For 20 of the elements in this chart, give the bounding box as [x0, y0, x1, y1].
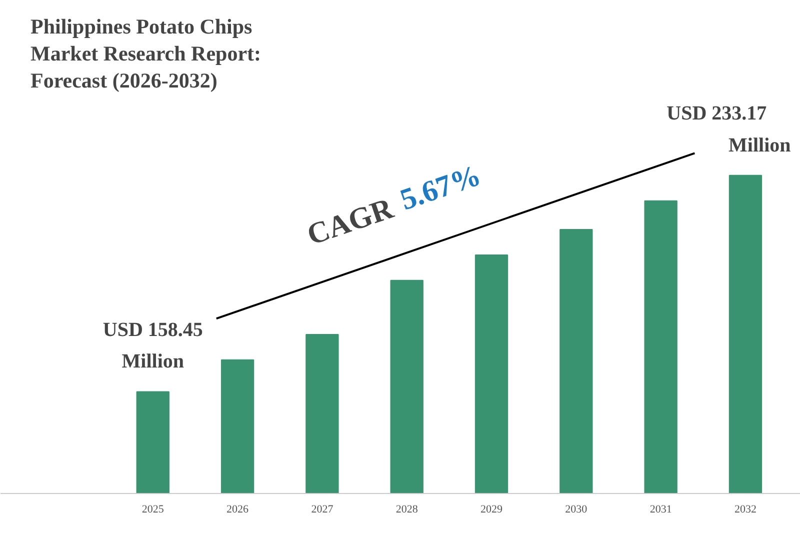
bar [306, 334, 339, 494]
bar [136, 391, 170, 494]
annotation: CAGR 5.67% [303, 158, 485, 252]
chart-title: Philippines Potato Chips Market Research Report: Forecast (2026-2032) [30, 14, 262, 92]
annotation: USD 233.17 Million [666, 102, 791, 156]
annotation: USD 158.45 Million [102, 318, 203, 373]
bar [560, 229, 593, 494]
x-tick-label: 2027 [311, 504, 334, 516]
bar [728, 174, 762, 494]
x-tick-label: 2026 [226, 504, 250, 516]
x-tick-label: 2025 [142, 504, 164, 516]
x-tick-label: 2032 [734, 504, 756, 516]
bar [220, 359, 254, 494]
bar [474, 254, 508, 494]
bar [644, 200, 678, 494]
x-tick-label: 2031 [650, 504, 672, 516]
bar [390, 280, 424, 494]
x-tick-label: 2028 [396, 504, 418, 516]
x-tick-label: 2030 [565, 504, 588, 516]
x-tick-label: 2029 [480, 504, 504, 516]
